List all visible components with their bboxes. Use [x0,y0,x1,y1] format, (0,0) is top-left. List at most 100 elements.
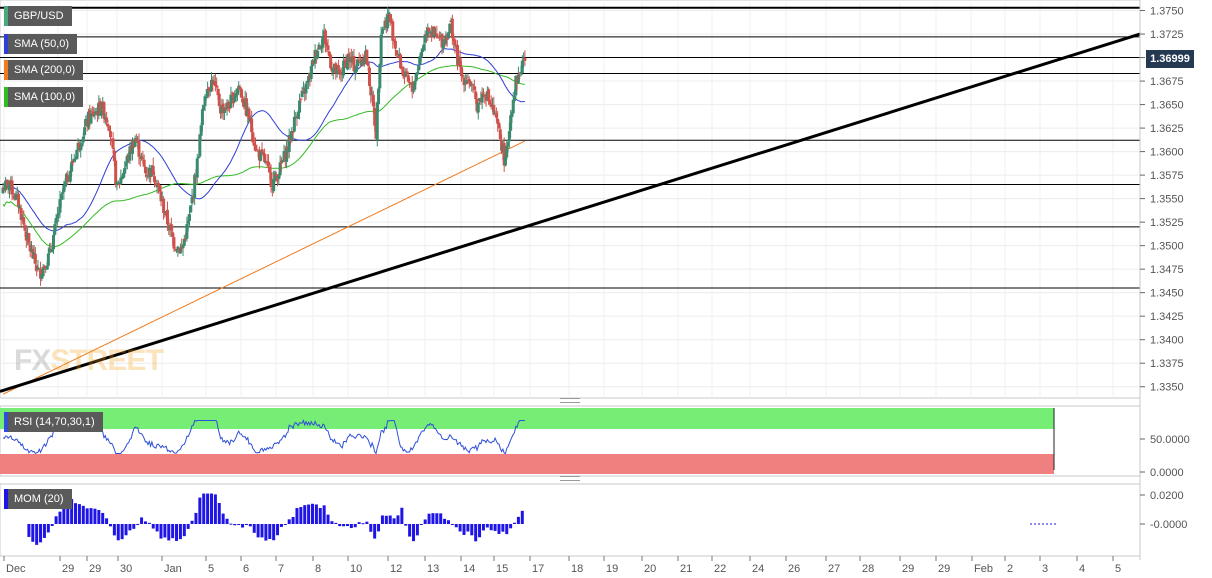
candle-down [523,57,527,61]
candle-down [391,21,395,41]
candle-up [178,247,182,254]
candle-up [119,177,123,185]
candle-up [50,249,54,253]
candle-down [268,166,272,173]
candle-down [260,149,264,152]
trendline [0,32,1141,393]
watermark-street: STREET [50,344,163,377]
candle-up [75,149,79,160]
sma100-swatch [4,87,8,107]
date-tick-label: Dec [6,563,26,575]
candle-down [459,66,463,77]
date-tick-label: 27 [828,563,840,575]
mom-bar [349,524,353,529]
price-tick-label: 1.3725 [1150,29,1184,41]
candle-down [145,174,149,176]
candle-up [419,52,423,58]
price-tick-label: 1.3475 [1150,264,1184,276]
candle-up [375,102,379,140]
date-tick-label: 8 [315,563,321,575]
mom-bar [209,493,213,524]
candle-down [19,208,23,221]
mom-bar [279,524,283,527]
mom-bar [338,524,342,527]
candle-up [513,96,517,102]
date-tick-label: 6 [243,563,249,575]
symbol-label[interactable]: GBP/USD [4,6,72,26]
candle-up [342,60,346,76]
sma100-line [2,65,525,248]
price-tick-label: 1.3600 [1150,147,1184,159]
candle-down [393,40,397,49]
sma100-label[interactable]: SMA (100,0) [4,87,84,107]
mom-bar [458,524,462,532]
rsi-overbought-zone [0,408,1054,429]
candle-up [414,73,418,82]
candle-down [366,62,370,66]
date-tick-label: 22 [714,563,726,575]
mom-bar [400,507,404,524]
mom-label[interactable]: MOM (20) [4,489,72,509]
mom-bar [443,518,447,524]
candle-down [339,71,343,75]
mom-bar [77,504,81,524]
candle-down [108,131,112,138]
candle-down [107,126,111,131]
mom-bar [105,518,109,524]
candle-up [415,72,419,75]
candle-up [446,32,450,39]
candle-up [189,205,193,213]
candle-up [124,162,128,167]
mom-swatch [4,489,8,509]
rsi-label[interactable]: RSI (14,70,30,1) [4,412,103,432]
candle-up [53,224,57,235]
candle-down [410,81,414,92]
candle-up [300,90,304,98]
candle-up [187,214,191,221]
mom-bar [81,505,85,524]
candle-down [247,108,251,121]
candle-up [387,12,391,16]
date-tick-label: 3 [1042,563,1048,575]
sma200-label[interactable]: SMA (200,0) [4,60,84,80]
candle-down [106,123,110,127]
candle-up [14,193,18,200]
candle-up [277,175,281,179]
candle-down [406,75,410,82]
candle-up [55,215,59,219]
mom-bar [435,513,439,524]
rsi-tick-label: 50.0000 [1150,434,1190,446]
mom-bar [334,522,338,524]
date-tick-label: 5 [208,563,214,575]
candle-up [285,147,289,162]
sma50-label[interactable]: SMA (50,0) [4,34,78,54]
candle-down [252,142,256,146]
mom-bar [369,524,373,532]
candle-up [204,96,208,98]
candle-down [22,217,26,225]
pane-resize-handle-mom[interactable] [560,476,580,481]
candle-down [369,86,373,96]
pane-resize-handle-rsi[interactable] [560,398,580,403]
date-tick-label: 29 [902,563,914,575]
mom-bar [287,519,291,524]
candle-up [507,131,511,142]
candle-up [89,113,93,124]
candle-up [422,44,426,50]
mom-bar [39,524,43,543]
mom-bar [353,524,357,528]
mom-bar [163,524,167,538]
candle-down [10,180,14,195]
sma200-swatch [4,60,8,80]
candle-up [417,65,421,71]
candle-up [193,174,197,199]
mom-bar [396,515,400,524]
candle-up [355,66,359,72]
symbol-swatch [4,6,8,26]
candle-up [316,50,320,59]
candle-up [516,74,520,83]
candle-down [112,150,116,162]
candle-up [321,37,325,48]
mom-bar [516,516,520,524]
